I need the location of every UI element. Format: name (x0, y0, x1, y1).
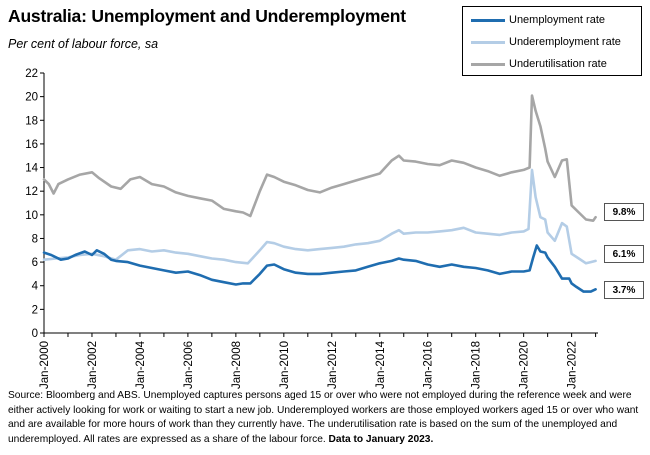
chart-subtitle: Per cent of labour force, sa (8, 37, 159, 51)
series-line-0 (42, 244, 597, 293)
x-tick-label: Jan-2020 (519, 341, 531, 389)
legend-swatch-unemployment (471, 18, 505, 22)
x-tick-label: Jan-2010 (279, 341, 291, 389)
x-tick-label: Jan-2014 (375, 340, 387, 389)
x-tick-label: Jan-2016 (423, 341, 435, 389)
x-tick-label: Jan-2008 (231, 341, 243, 389)
x-tick-label: Jan-2012 (327, 341, 339, 389)
legend-label-underutilisation: Underutilisation rate (509, 58, 607, 70)
x-tick-label: Jan-2006 (183, 341, 195, 389)
legend-label-underemployment: Underemployment rate (509, 36, 621, 48)
x-tick-label: Jan-2022 (567, 341, 579, 389)
source-text: Source: Bloomberg and ABS. Unemployed ca… (8, 390, 639, 445)
legend-item-unemployment: Unemployment rate (471, 12, 605, 28)
line-chart: 0 2 4 6 8 10 12 14 16 18 20 22 Jan-2000 Jan-2002 Jan-2… (25, 68, 598, 389)
y-tick-label: 12 (25, 186, 38, 198)
y-tick-label: 14 (25, 163, 38, 175)
y-tick-label: 6 (32, 257, 38, 269)
x-tick-label: Jan-2002 (87, 341, 99, 389)
chart-legend: Unemployment rate Underemployment rate U… (462, 6, 642, 76)
y-tick-label: 22 (25, 68, 38, 80)
y-tick-label: 4 (32, 281, 39, 293)
legend-item-underutilisation: Underutilisation rate (471, 56, 607, 72)
y-tick-label: 10 (25, 210, 38, 222)
y-tick-label: 16 (25, 139, 38, 151)
legend-label-unemployment: Unemployment rate (509, 14, 605, 26)
callout-underemployment: 6.1% (604, 245, 644, 263)
x-tick-label: Jan-2004 (135, 340, 147, 389)
callout-underutilisation: 9.8% (604, 203, 644, 221)
source-note: Source: Bloomberg and ABS. Unemployed ca… (8, 389, 644, 447)
y-tick-label: 0 (32, 328, 38, 340)
y-tick-label: 2 (32, 304, 38, 316)
source-data-note: Data to January 2023. (328, 433, 434, 445)
series-line-2 (42, 94, 597, 222)
x-tick-label: Jan-2000 (39, 341, 51, 389)
y-tick-label: 8 (32, 233, 38, 245)
legend-swatch-underemployment (471, 40, 505, 44)
chart-title: Australia: Unemployment and Underemploym… (8, 6, 406, 26)
legend-item-underemployment: Underemployment rate (471, 34, 621, 50)
callout-unemployment: 3.7% (604, 281, 644, 299)
y-tick-label: 20 (25, 92, 38, 104)
legend-swatch-underutilisation (471, 62, 505, 66)
x-tick-label: Jan-2018 (471, 341, 483, 389)
y-tick-label: 18 (25, 115, 38, 127)
series-line-1 (42, 168, 597, 265)
